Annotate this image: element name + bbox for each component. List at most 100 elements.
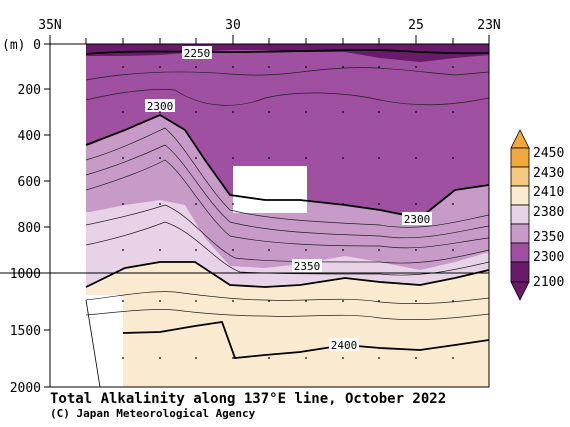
y-tick-label: 800 [18, 221, 41, 236]
contour-label-2250: 2250 [184, 47, 211, 60]
sample-point [195, 66, 197, 68]
band-lt-2100 [50, 44, 489, 62]
sample-point [305, 66, 307, 68]
sample-point [122, 249, 124, 251]
contour-line [85, 89, 489, 106]
sample-point [268, 111, 270, 113]
contour-2350 [85, 261, 489, 288]
colorbar-label: 2430 [533, 166, 564, 181]
y-tick-label: 400 [18, 129, 41, 144]
sample-point [378, 357, 380, 359]
y-tick-label: 2000 [10, 381, 41, 396]
sample-point [415, 300, 417, 302]
colorbar-label: 2450 [533, 146, 564, 161]
y-tick-label: 1500 [10, 324, 41, 339]
sample-point [378, 66, 380, 68]
x-tick-label-23n: 23N [477, 18, 500, 33]
contour-label-2400: 2400 [331, 339, 358, 352]
sample-point [122, 357, 124, 359]
sample-point [268, 357, 270, 359]
x-ticks [49, 35, 490, 44]
colorbar-arrow-top [510, 129, 530, 149]
band-2100-2300 [50, 44, 489, 218]
mask-north-lower [50, 295, 123, 387]
sample-point [415, 111, 417, 113]
sample-point [452, 157, 454, 159]
bottom-topography-line [85, 299, 101, 388]
sample-point [195, 249, 197, 251]
y-tick-label: 600 [18, 175, 41, 190]
contour-line [85, 204, 489, 264]
colorbar-label: 2300 [533, 250, 564, 265]
contour-label-2300-north: 2300 [147, 100, 174, 113]
sample-point [122, 157, 124, 159]
colorbar: 2450 2430 2410 2380 2350 2300 2100 [510, 129, 564, 301]
sample-point [378, 203, 380, 205]
sample-point [305, 300, 307, 302]
sample-point [452, 300, 454, 302]
credit-line: (C) Japan Meteorological Agency [50, 407, 256, 420]
sample-point [378, 111, 380, 113]
colorbar-segment [510, 147, 530, 168]
sample-point [342, 300, 344, 302]
contour-line [85, 159, 489, 249]
sample-point [232, 300, 234, 302]
colorbar-segment [510, 261, 530, 283]
thin-contours [85, 67, 489, 320]
contour-line [85, 291, 489, 304]
sample-point [122, 111, 124, 113]
contour-label-2350: 2350 [294, 260, 321, 273]
sample-point [378, 157, 380, 159]
sample-point [122, 66, 124, 68]
sample-point [268, 66, 270, 68]
y-tick-label: 200 [18, 83, 41, 98]
x-tick-label-30: 30 [225, 18, 241, 33]
sample-point [268, 157, 270, 159]
sample-point [415, 157, 417, 159]
sample-point [159, 203, 161, 205]
sample-point [195, 203, 197, 205]
colorbar-label: 2350 [533, 230, 564, 245]
sample-point [342, 249, 344, 251]
sample-point [232, 203, 234, 205]
colorbar-segment [510, 242, 530, 263]
y-tick-labels: (m) 0 200 400 600 800 1000 1500 2000 [2, 38, 41, 396]
sample-point [195, 111, 197, 113]
sample-point [122, 203, 124, 205]
colorbar-label: 2100 [533, 275, 564, 290]
y-tick-label: 1000 [10, 267, 41, 282]
sample-point [195, 157, 197, 159]
contour-line [85, 67, 489, 81]
sample-point [452, 249, 454, 251]
sample-point [268, 249, 270, 251]
colorbar-segment [510, 185, 530, 206]
colorbar-label: 2380 [533, 205, 564, 220]
contour-line [85, 144, 489, 239]
sample-point [415, 203, 417, 205]
sample-point [232, 357, 234, 359]
sample-point [195, 300, 197, 302]
sample-point [415, 66, 417, 68]
y-ticks [44, 43, 50, 388]
sample-point [122, 300, 124, 302]
colorbar-segment [510, 204, 530, 225]
colorbar-segment [510, 223, 530, 244]
sample-point [342, 357, 344, 359]
contour-2400 [122, 321, 489, 359]
x-tick-label-25: 25 [408, 18, 424, 33]
sample-point [159, 66, 161, 68]
no-data-masks [50, 44, 307, 387]
sample-point [305, 249, 307, 251]
sample-point [342, 66, 344, 68]
sample-point [452, 203, 454, 205]
y-tick-label: 0 [33, 38, 41, 53]
contour-line [85, 127, 489, 228]
sample-point [415, 357, 417, 359]
contour-labels: 2250 2300 2300 2350 2400 [145, 46, 432, 352]
sample-point [268, 300, 270, 302]
sample-point [378, 300, 380, 302]
sample-point [305, 111, 307, 113]
sample-point [452, 357, 454, 359]
